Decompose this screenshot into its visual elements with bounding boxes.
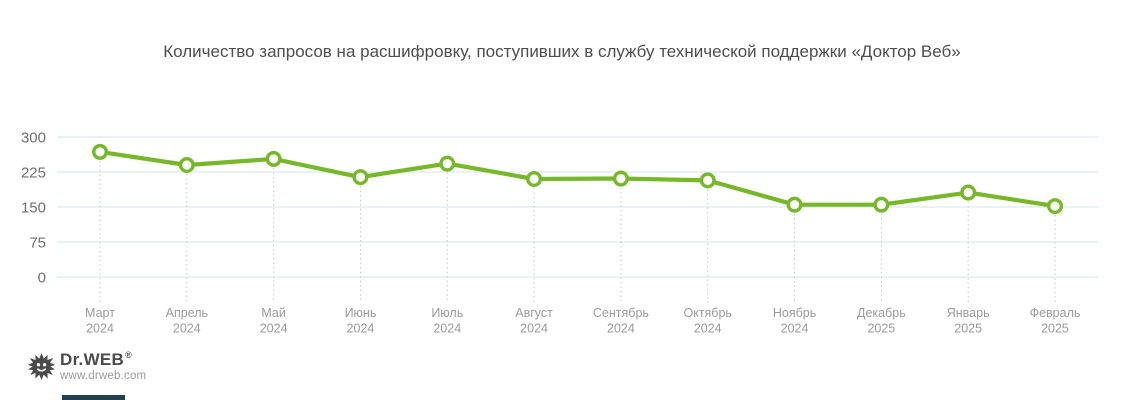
data-point	[699, 172, 716, 189]
data-point	[91, 143, 108, 160]
y-tick-label: 225	[21, 165, 46, 182]
logo-brand-text: Dr.WEB®	[60, 351, 146, 368]
registered-mark: ®	[125, 350, 133, 361]
chart-title: Количество запросов на расшифровку, пост…	[163, 42, 961, 61]
y-tick-label: 150	[21, 200, 46, 217]
data-point	[265, 150, 282, 167]
x-tick-label: Ноябрь 2024	[773, 306, 816, 336]
line-chart: 0 75 150 225 300 Март 2024 Апрель 2024 Май 2024 Июн…	[21, 130, 1098, 336]
footer-bar	[62, 395, 125, 400]
x-tick-label: Июнь 2024	[345, 306, 377, 336]
data-point	[612, 170, 629, 187]
drweb-logo: Dr.WEB® www.drweb.com	[28, 351, 146, 383]
series-line	[97, 149, 1058, 209]
x-tick-label: Апрель 2024	[166, 306, 208, 336]
data-point	[1046, 198, 1063, 215]
x-tick-label: Август 2024	[515, 306, 553, 336]
x-tick-label: Июль 2024	[431, 306, 463, 336]
data-point	[352, 169, 369, 186]
x-tick-label: Декабрь 2025	[857, 306, 906, 336]
data-point	[960, 184, 977, 201]
x-tick-label: Февраль 2025	[1030, 306, 1081, 336]
data-point	[178, 156, 195, 173]
data-point	[786, 196, 803, 213]
spider-icon	[28, 353, 55, 380]
logo-website: www.drweb.com	[60, 370, 147, 382]
y-tick-label: 75	[29, 235, 46, 252]
x-tick-label: Сентябрь 2024	[593, 306, 649, 336]
data-point	[873, 196, 890, 213]
y-tick-label: 300	[21, 130, 46, 147]
data-point	[526, 170, 543, 187]
x-tick-label: Октябрь 2024	[683, 306, 731, 336]
x-tick-label: Март 2024	[85, 306, 115, 336]
x-tick-label: Январь 2025	[947, 306, 990, 336]
data-point	[439, 155, 456, 172]
x-tick-label: Май 2024	[260, 306, 288, 336]
y-tick-label: 0	[38, 270, 46, 287]
logo-brand: Dr.WEB	[60, 350, 125, 369]
